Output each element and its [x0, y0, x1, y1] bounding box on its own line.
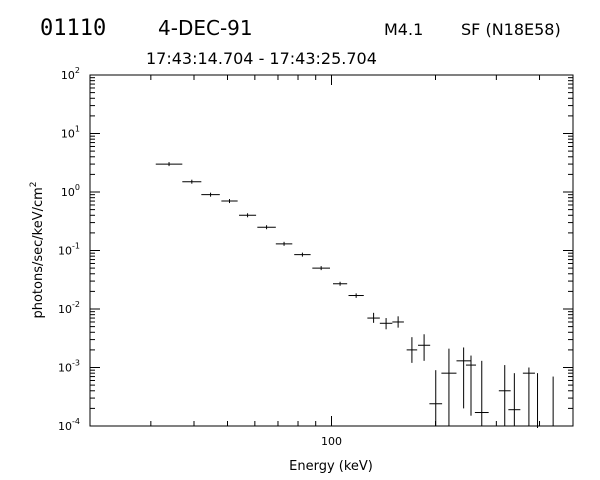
data-point [275, 241, 293, 246]
goes-class: M4.1 [384, 20, 424, 39]
data-point [221, 199, 238, 204]
event-id: 01110 [40, 16, 107, 41]
data-point [379, 318, 393, 330]
data-point [155, 162, 183, 167]
y-tick-label: 10-1 [58, 242, 80, 258]
data-point [201, 192, 220, 197]
data-point [441, 348, 457, 426]
data-points [155, 162, 554, 428]
y-tick-label: 10-4 [58, 417, 80, 433]
data-point [332, 281, 348, 286]
plot-frame [89, 74, 574, 427]
y-tick-label: 101 [61, 125, 80, 141]
y-tick-label: 10-2 [58, 300, 80, 316]
data-point [418, 334, 431, 361]
data-point [182, 179, 202, 184]
data-point [522, 367, 535, 426]
data-point [392, 316, 404, 328]
event-date: 4-DEC-91 [158, 16, 253, 40]
data-point [465, 355, 477, 416]
axis-ticks [90, 74, 573, 427]
data-point [456, 347, 471, 409]
data-point [406, 337, 418, 363]
x-axis-title: Energy (keV) [289, 459, 373, 474]
y-tick-label: 10-3 [58, 359, 80, 375]
axis-tick-labels: 10-4 10-3 10-2 10-1 100 101 102 100 [58, 66, 342, 448]
data-point [257, 225, 276, 230]
data-point [508, 373, 521, 426]
data-point [474, 360, 489, 426]
data-point [367, 312, 380, 323]
flare-location: SF (N18E58) [461, 20, 561, 39]
time-range: 17:43:14.704 - 17:43:25.704 [146, 49, 377, 68]
y-axis-title: photons/sec/keV/cm2 [29, 181, 46, 318]
y-tick-label: 102 [61, 66, 80, 82]
data-point [531, 373, 544, 428]
data-point [429, 370, 443, 426]
y-tick-label: 100 [61, 183, 80, 199]
data-point [312, 266, 330, 271]
data-point [239, 213, 257, 218]
data-point [498, 365, 511, 426]
x-tick-label: 100 [321, 435, 342, 448]
data-point [294, 252, 311, 257]
data-point [348, 293, 364, 298]
